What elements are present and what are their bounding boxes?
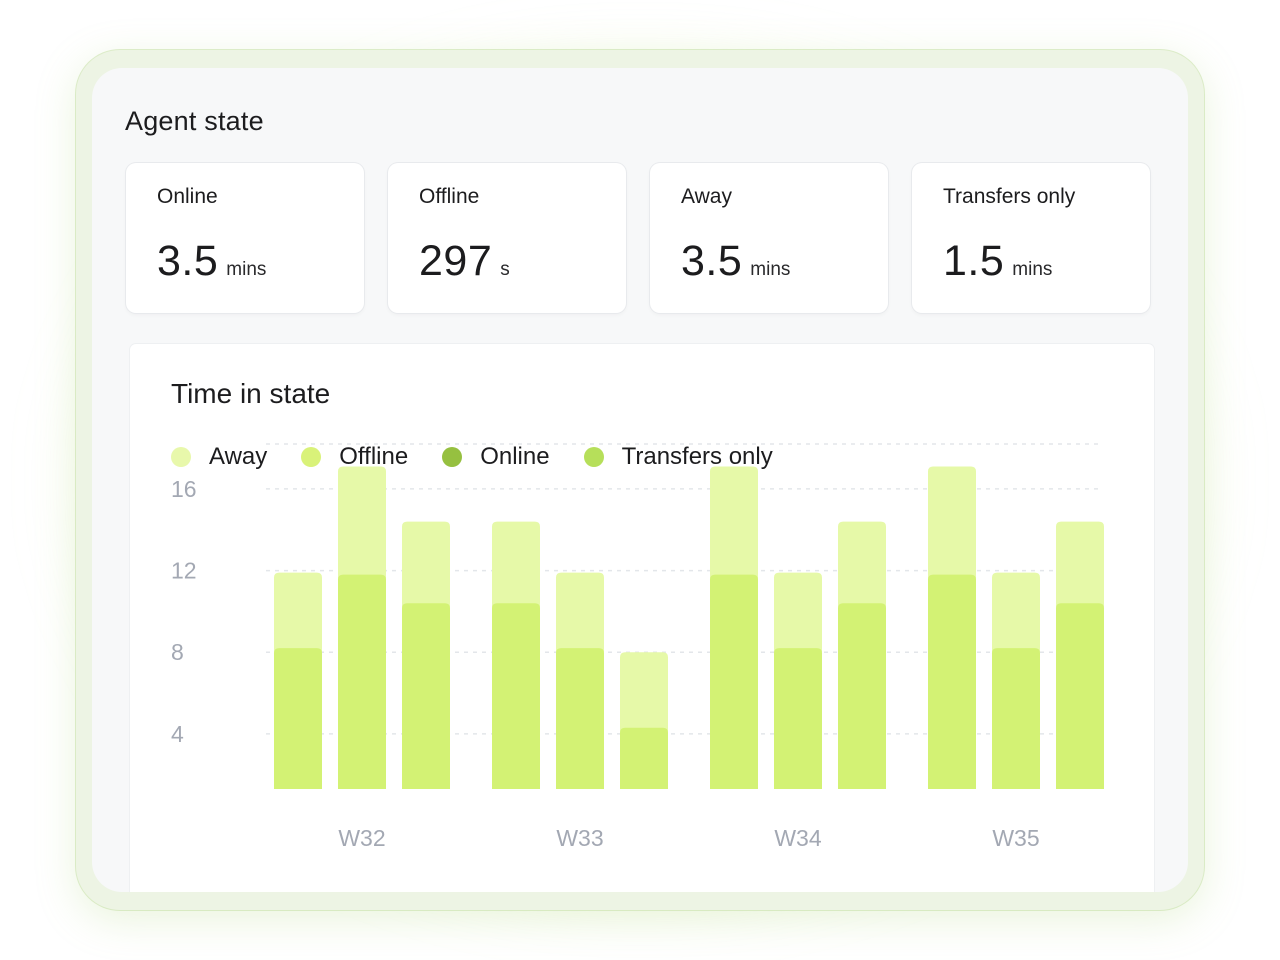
bar-segment-lower bbox=[992, 648, 1040, 789]
bar-segment-lower bbox=[838, 603, 886, 789]
legend-item-online[interactable]: Online bbox=[442, 443, 550, 471]
panel-title: Agent state bbox=[125, 106, 264, 136]
stat-card-offline: Offline 297 s bbox=[388, 163, 626, 313]
x-tick-label: W34 bbox=[774, 825, 822, 851]
y-tick-label: 8 bbox=[171, 639, 184, 665]
bar-chart: 4 8 12 16 W32 W33 W34 W35 bbox=[171, 443, 1104, 851]
bar-segment-lower bbox=[556, 648, 604, 789]
stat-value-row: 297 s bbox=[419, 237, 510, 286]
legend-label: Away bbox=[209, 443, 268, 470]
bar-segment-lower bbox=[274, 648, 322, 789]
stat-label: Transfers only bbox=[943, 185, 1076, 208]
chart-legend: Away Offline Online Transfers only bbox=[171, 442, 807, 472]
stat-value: 3.5 bbox=[681, 237, 743, 285]
legend-dot-offline bbox=[301, 447, 322, 467]
stat-value: 1.5 bbox=[943, 237, 1005, 285]
stat-unit: mins bbox=[750, 259, 791, 280]
stat-value: 297 bbox=[419, 237, 493, 285]
stat-value-row: 3.5 mins bbox=[157, 237, 266, 286]
bar-segment-lower bbox=[710, 574, 758, 789]
legend-dot-online bbox=[442, 447, 463, 467]
legend-label: Offline bbox=[339, 443, 409, 470]
legend-item-offline[interactable]: Offline bbox=[301, 443, 408, 471]
legend-dot-transfers-only bbox=[583, 447, 604, 467]
x-tick-label: W32 bbox=[338, 825, 385, 851]
legend-item-away[interactable]: Away bbox=[171, 443, 267, 471]
stat-value-row: 1.5 mins bbox=[943, 237, 1052, 286]
stat-value: 3.5 bbox=[157, 237, 219, 285]
stat-value-row: 3.5 mins bbox=[681, 237, 790, 286]
chart-title: Time in state bbox=[171, 378, 331, 409]
bar-segment-lower bbox=[338, 574, 386, 789]
stat-card-away: Away 3.5 mins bbox=[650, 163, 888, 313]
stat-card-transfers-only: Transfers only 1.5 mins bbox=[912, 163, 1150, 313]
y-tick-label: 4 bbox=[171, 721, 184, 747]
bar-segment-lower bbox=[928, 574, 976, 789]
stat-unit: s bbox=[500, 259, 510, 280]
stat-label: Away bbox=[681, 185, 732, 208]
bar-segment-lower bbox=[492, 603, 540, 789]
bar-segment-lower bbox=[402, 603, 450, 789]
time-in-state-chart-card: Time in state Away Offline Online Transf… bbox=[130, 344, 1154, 892]
x-tick-label: W33 bbox=[556, 825, 603, 851]
y-tick-label: 16 bbox=[171, 476, 197, 502]
y-tick-label: 12 bbox=[171, 558, 197, 584]
x-tick-label: W35 bbox=[992, 825, 1039, 851]
agent-state-panel: Agent state Online 3.5 mins Offline 297 s … bbox=[92, 68, 1188, 892]
legend-label: Transfers only bbox=[621, 443, 773, 470]
bar-segment-lower bbox=[774, 648, 822, 789]
stat-unit: mins bbox=[226, 259, 267, 280]
bar-segment-lower bbox=[1056, 603, 1104, 789]
bar-segment-lower bbox=[620, 727, 668, 789]
stat-label: Offline bbox=[419, 185, 480, 208]
legend-item-transfers-only[interactable]: Transfers only bbox=[583, 443, 773, 471]
legend-dot-away bbox=[171, 447, 191, 467]
legend-label: Online bbox=[480, 443, 550, 470]
stat-unit: mins bbox=[1012, 259, 1053, 280]
stat-label: Online bbox=[157, 185, 218, 208]
stat-card-online: Online 3.5 mins bbox=[126, 163, 364, 313]
